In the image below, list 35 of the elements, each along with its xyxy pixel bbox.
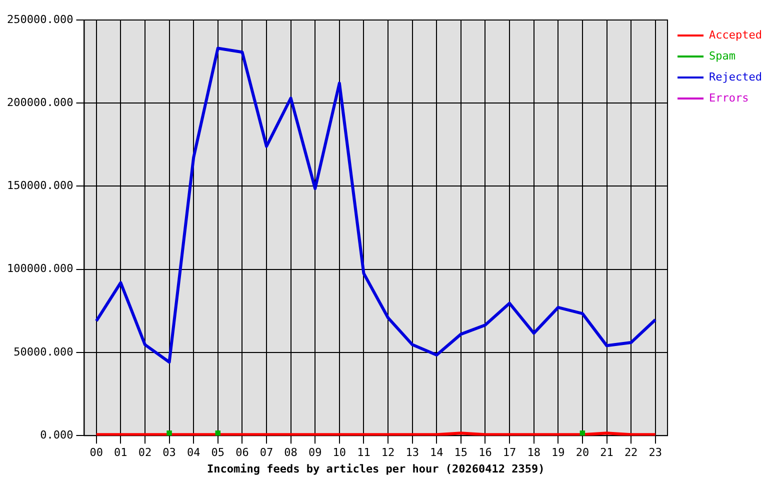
- x-tick-label: 22: [624, 446, 638, 460]
- x-tick-label: 23: [648, 446, 662, 460]
- x-tick-label: 06: [236, 446, 249, 460]
- x-tick-label: 17: [502, 446, 516, 460]
- legend-label: Spam: [709, 49, 736, 62]
- x-tick-label: 20: [576, 446, 590, 460]
- x-tick-label: 07: [260, 446, 274, 460]
- x-tick-label: 15: [454, 446, 468, 460]
- legend-label: Errors: [709, 91, 749, 104]
- y-tick-label: 100000.000: [6, 262, 74, 276]
- y-tick-label: 200000.000: [6, 96, 74, 109]
- x-tick-label: 13: [406, 446, 419, 460]
- x-tick-label: 16: [478, 446, 492, 460]
- x-tick-label: 11: [357, 446, 370, 460]
- x-tick-label: 05: [211, 446, 225, 460]
- x-tick-label: 01: [114, 446, 128, 460]
- x-tick-label: 04: [186, 446, 201, 460]
- x-tick-label: 12: [381, 446, 395, 460]
- y-tick-label: 0.000: [40, 428, 74, 442]
- x-tick-label: 18: [527, 446, 540, 460]
- y-tick-label: 250000.000: [6, 12, 74, 26]
- x-tick-label: 02: [138, 446, 152, 460]
- x-axis-title: Incoming feeds by articles per hour (20260412 2359): [206, 462, 545, 476]
- y-tick-label: 150000.000: [6, 179, 74, 192]
- legend-label: Accepted: [709, 28, 762, 42]
- x-tick-label: 14: [430, 446, 444, 460]
- x-tick-label: 19: [552, 446, 565, 460]
- x-tick-label: 08: [284, 446, 298, 460]
- x-tick-label: 00: [90, 446, 104, 460]
- x-tick-label: 09: [308, 446, 322, 460]
- legend-label: Rejected: [709, 70, 762, 84]
- x-tick-label: 03: [162, 446, 176, 460]
- y-tick-label: 50000.000: [14, 345, 74, 358]
- x-tick-label: 21: [600, 446, 614, 460]
- x-tick-label: 10: [332, 446, 346, 460]
